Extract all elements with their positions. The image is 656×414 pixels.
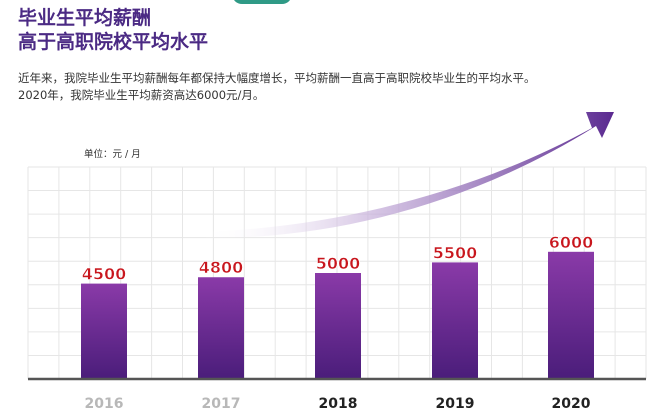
trend-arrow [200, 112, 614, 239]
description-line-1: 近年来，我院毕业生平均薪酬每年都保持大幅度增长，平均薪酬一直高于高职院校毕业生的… [18, 71, 536, 85]
value-label-2020: 6000 [549, 233, 594, 252]
title-line-1: 毕业生平均薪酬 [18, 7, 152, 29]
year-label-2018: 2018 [319, 396, 358, 412]
page-title: 毕业生平均薪酬 高于高职院校平均水平 [18, 6, 208, 54]
bars-group: 4500 4800 5000 5500 6000 [81, 233, 594, 379]
unit-label: 单位：元 / 月 [84, 149, 141, 160]
top-decoration [232, 0, 292, 4]
bar-2020 [548, 251, 594, 379]
bar-2019 [432, 262, 478, 379]
description-line-2: 2020年，我院毕业生平均薪资高达6000元/月。 [18, 88, 265, 102]
value-label-2018: 5000 [316, 254, 361, 273]
value-label-2017: 4800 [199, 258, 244, 277]
year-label-2016: 2016 [85, 396, 124, 412]
bar-2017 [198, 277, 244, 379]
x-axis-labels: 2016 2017 2018 2019 2020 [85, 396, 591, 412]
year-label-2017: 2017 [202, 396, 241, 412]
year-label-2020: 2020 [552, 396, 591, 412]
year-label-2019: 2019 [436, 396, 475, 412]
value-label-2019: 5500 [433, 243, 478, 262]
title-line-2: 高于高职院校平均水平 [18, 31, 209, 53]
value-label-2016: 4500 [82, 265, 127, 284]
bar-2016 [81, 283, 127, 379]
bar-2018 [315, 273, 361, 379]
description: 近年来，我院毕业生平均薪酬每年都保持大幅度增长，平均薪酬一直高于高职院校毕业生的… [18, 70, 536, 104]
